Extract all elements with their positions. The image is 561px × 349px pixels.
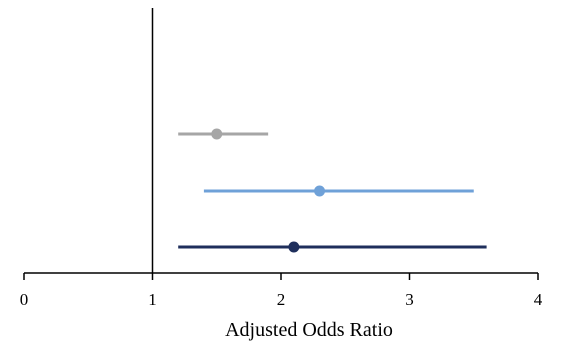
point-estimate — [288, 241, 300, 253]
x-tick-label: 0 — [20, 290, 29, 309]
x-ticks: 0 1 2 3 4 — [20, 273, 543, 309]
estimates — [178, 128, 487, 253]
estimate-row — [178, 241, 487, 253]
x-tick-label: 2 — [277, 290, 286, 309]
point-estimate — [211, 128, 223, 140]
x-tick-label: 1 — [148, 290, 157, 309]
estimate-row — [203, 185, 474, 197]
point-estimate — [314, 185, 326, 197]
estimate-row — [178, 128, 269, 140]
x-axis-title: Adjusted Odds Ratio — [225, 319, 393, 341]
x-tick-label: 4 — [534, 290, 543, 309]
x-tick-label: 3 — [405, 290, 414, 309]
